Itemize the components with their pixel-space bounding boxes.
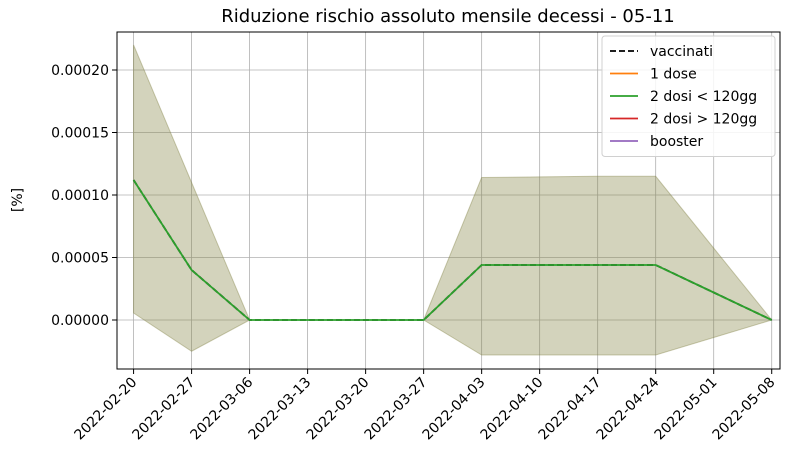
y-tick-label: 0.00015 — [51, 126, 109, 142]
series-line — [132, 179, 773, 321]
legend-label: 2 dosi > 120gg — [650, 112, 757, 128]
legend-box — [601, 35, 776, 157]
y-tick-label: 0.00010 — [51, 188, 109, 204]
legend-label: booster — [650, 134, 703, 150]
y-tick-label: 0.00005 — [51, 251, 109, 267]
plot-frame — [116, 31, 781, 370]
y-tick-label: 0.00000 — [51, 313, 109, 329]
legend-label: 1 dose — [650, 67, 697, 83]
y-tick-label: 0.00020 — [51, 63, 109, 79]
y-axis-label: [%] — [10, 188, 26, 212]
x-tick-label: 2022-05-08 — [710, 375, 779, 444]
chart-title: Riduzione rischio assoluto mensile deces… — [221, 6, 675, 27]
legend-label: 2 dosi < 120gg — [650, 89, 757, 105]
legend-label: vaccinati — [650, 44, 713, 60]
